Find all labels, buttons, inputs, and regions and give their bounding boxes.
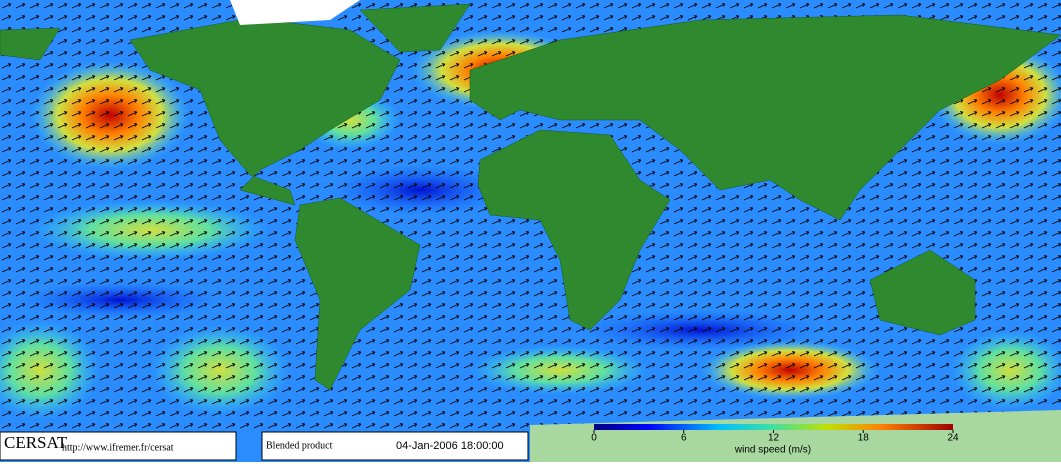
logo: CERSAT [4,433,68,452]
colorbar-tick-label: 0 [591,433,597,444]
colorbar-tick-label: 12 [768,433,780,444]
url: http://www.ifremer.fr/cersat [62,442,174,453]
colorbar: wind speed (m/s) 0 6 12 18 24 [591,424,959,456]
logo-box [0,431,237,461]
colorbar-tick-label: 24 [947,433,959,444]
colorbar-scale [594,424,953,430]
colorbar-tick-label: 18 [858,433,870,444]
footer: CERSAT http://www.ifremer.fr/cersat Blen… [0,431,529,461]
date: 04-Jan-2006 18:00:00 [396,440,504,452]
product: Blended product [266,440,333,451]
colorbar-tick-label: 6 [681,433,687,444]
colorbar-label: wind speed (m/s) [734,445,811,456]
product-box [261,431,529,461]
